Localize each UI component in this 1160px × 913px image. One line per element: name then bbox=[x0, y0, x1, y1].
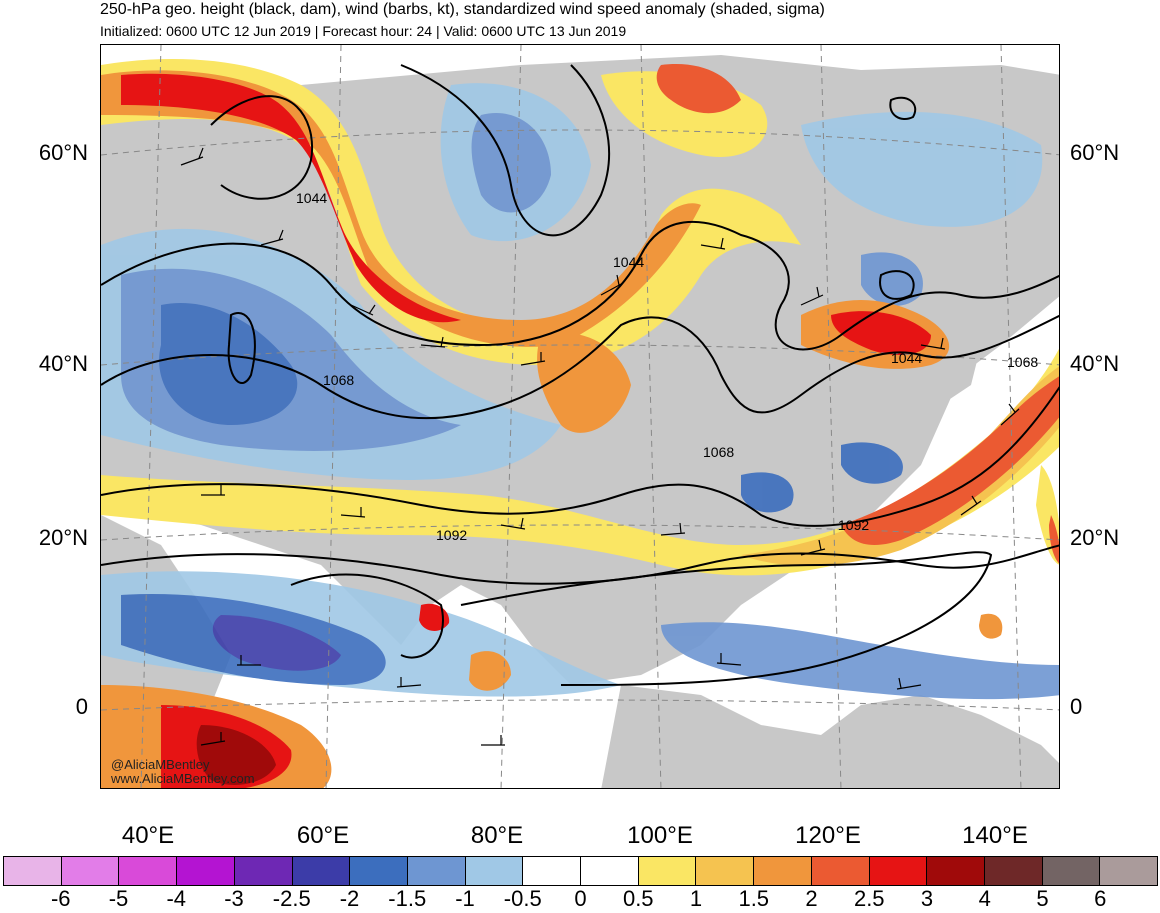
lat-label-0-right: 0 bbox=[1070, 694, 1083, 719]
colorbar bbox=[3, 856, 1158, 886]
colorbar-box bbox=[234, 857, 293, 885]
lon-label-120e: 120°E bbox=[795, 822, 861, 849]
colorbar-tick-label: 4 bbox=[978, 886, 991, 911]
colorbar-tick-label: -1 bbox=[455, 886, 475, 911]
colorbar-box bbox=[177, 857, 235, 885]
contour-label: 1044 bbox=[891, 350, 922, 366]
colorbar-box bbox=[581, 857, 639, 885]
colorbar-tick-label: -0.5 bbox=[503, 886, 542, 911]
contour-label: 1044 bbox=[296, 190, 327, 206]
wind-barbs bbox=[180, 147, 1020, 746]
map-panel: 1044 1044 1044 1068 1068 1068 1092 1092 … bbox=[100, 44, 1060, 789]
colorbar-tick-label: -6 bbox=[50, 886, 71, 911]
contour-label: 1068 bbox=[703, 444, 734, 460]
colorbar-box bbox=[811, 857, 870, 885]
colorbar-box bbox=[4, 857, 62, 885]
colorbar-box bbox=[465, 857, 524, 885]
colorbar-tick-label: -3 bbox=[224, 886, 244, 911]
map-title: 250-hPa geo. height (black, dam), wind (… bbox=[100, 1, 825, 18]
lon-label-40e: 40°E bbox=[121, 822, 175, 849]
colorbar-box bbox=[1100, 857, 1158, 885]
contour-label: 1092 bbox=[838, 517, 869, 533]
lat-label-40n-right: 40°N bbox=[1070, 351, 1120, 376]
colorbar-tick-label: -4 bbox=[166, 886, 187, 911]
colorbar-tick-label: -2.5 bbox=[272, 886, 311, 911]
colorbar-tick-label: 5 bbox=[1036, 886, 1049, 911]
lon-label-100e: 100°E bbox=[627, 822, 693, 849]
lat-label-0-left: 0 bbox=[75, 694, 88, 719]
colorbar-box bbox=[638, 857, 697, 885]
colorbar-tick-label: 6 bbox=[1094, 886, 1107, 911]
credit-handle: @AliciaMBentley bbox=[111, 757, 210, 772]
colorbar-box bbox=[1042, 857, 1101, 885]
colorbar-tick-label: 2 bbox=[805, 886, 818, 911]
lat-label-40n-left: 40°N bbox=[38, 351, 88, 376]
colorbar-box bbox=[292, 857, 351, 885]
colorbar-box bbox=[407, 857, 466, 885]
positive-anomaly-shading bbox=[101, 59, 1059, 788]
colorbar-box bbox=[869, 857, 928, 885]
colorbar-box bbox=[984, 857, 1043, 885]
contour-label: 1044 bbox=[613, 254, 644, 270]
map-svg: 1044 1044 1044 1068 1068 1068 1092 1092 bbox=[101, 45, 1059, 788]
colorbar-box bbox=[61, 857, 120, 885]
negative-anomaly-shading bbox=[101, 83, 1059, 700]
colorbar-tick-label: -2 bbox=[339, 886, 360, 911]
lon-label-80e: 80°E bbox=[470, 822, 524, 849]
lat-label-60n-right: 60°N bbox=[1070, 140, 1120, 165]
height-contours bbox=[101, 64, 1059, 686]
credit-url: www.AliciaMBentley.com bbox=[111, 771, 255, 786]
map-subtitle: Initialized: 0600 UTC 12 Jun 2019 | Fore… bbox=[100, 23, 627, 39]
land-maritime bbox=[601, 685, 1059, 788]
colorbar-box bbox=[523, 857, 582, 885]
lat-label-20n-right: 20°N bbox=[1070, 525, 1120, 550]
contour-label: 1092 bbox=[436, 527, 467, 543]
lat-label-20n-left: 20°N bbox=[38, 525, 88, 550]
contour-label: 1068 bbox=[323, 372, 354, 388]
colorbar-tick-label: 1.5 bbox=[738, 886, 770, 911]
colorbar-tick-label: 2.5 bbox=[853, 886, 885, 911]
lon-label-60e: 60°E bbox=[296, 822, 350, 849]
colorbar-tick-label: -5 bbox=[108, 886, 129, 911]
colorbar-tick-label: 0 bbox=[574, 886, 587, 911]
lat-label-60n-left: 60°N bbox=[38, 140, 88, 165]
lon-label-140e: 140°E bbox=[962, 822, 1028, 849]
colorbar-tick-label: 1 bbox=[689, 886, 703, 911]
colorbar-box bbox=[696, 857, 755, 885]
graticule bbox=[101, 45, 1059, 788]
contour-label-group: 1044 1044 1044 1068 1068 1068 1092 1092 bbox=[296, 190, 1038, 543]
colorbar-tick-label: 0.5 bbox=[622, 886, 654, 911]
colorbar-box bbox=[927, 857, 985, 885]
colorbar-tick-label: -1.5 bbox=[388, 886, 427, 911]
contour-label: 1068 bbox=[1007, 354, 1038, 370]
colorbar-box bbox=[350, 857, 408, 885]
colorbar-box bbox=[754, 857, 812, 885]
colorbar-tick-label: 3 bbox=[920, 886, 934, 911]
colorbar-box bbox=[119, 857, 178, 885]
